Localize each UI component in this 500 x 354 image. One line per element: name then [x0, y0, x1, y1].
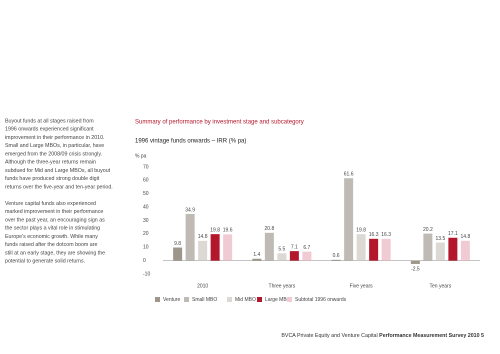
x-tick-label: Three years [269, 283, 296, 289]
bar [223, 234, 233, 261]
legend-swatch [227, 297, 232, 302]
y-tick-label: -10 [143, 271, 150, 277]
body-text: Although the three-year returns remain [5, 160, 96, 166]
body-text: subdued for Mid and Large MBOs, all buyo… [5, 168, 111, 174]
chart-subtitle: 1996 vintage funds onwards – IRR (% pa) [135, 139, 246, 145]
value-label: 9.8 [174, 241, 181, 247]
bar [369, 238, 379, 261]
value-label: 19.6 [223, 228, 233, 234]
bar [381, 238, 391, 261]
body-text: over the past year, an encouraging sign … [5, 217, 105, 223]
value-label: 34.9 [185, 207, 195, 213]
body-text: 1996 onwards experienced significant [5, 127, 94, 133]
value-label: 1.4 [253, 252, 260, 258]
value-label: 19.8 [210, 227, 220, 233]
bar [331, 259, 341, 261]
legend-swatch [287, 297, 292, 302]
body-text: improvement in their performance in 2010… [5, 135, 105, 141]
value-label: 16.3 [381, 232, 391, 238]
legend-label: Large MBO [265, 297, 291, 303]
body-text: the sector plays a vital role in stimula… [5, 226, 100, 232]
legend-label: Small MBO [192, 297, 217, 303]
y-tick-label: 20 [143, 231, 149, 237]
value-label: 61.6 [344, 172, 354, 178]
bar [252, 258, 262, 261]
footer: BVCA Private Equity and Venture Capital … [281, 333, 484, 339]
bar [356, 234, 366, 261]
value-label: 14.8 [198, 234, 208, 240]
body-text: marked improvement in their performance [5, 209, 103, 215]
x-tick-label: Five years [350, 283, 374, 289]
body-text: Buyout funds at all stages raised from [5, 118, 94, 124]
body-text: Europe's economic growth. While many [5, 234, 98, 240]
legend-swatch [155, 297, 160, 302]
legend-label: Subtotal 1996 onwards [295, 297, 347, 303]
bar [460, 240, 470, 261]
legend-swatch [184, 297, 189, 302]
body-text: funds have produced strong double digit [5, 176, 100, 182]
value-label: 20.2 [423, 227, 433, 233]
legend-label: Mid MBO [235, 297, 256, 303]
bar [264, 232, 274, 261]
x-tick-label: Ten years [430, 283, 452, 289]
bar [423, 233, 433, 261]
bar [448, 237, 458, 261]
value-label: 14.8 [461, 234, 471, 240]
y-tick-label: 70 [143, 164, 149, 170]
body-text: returns over the five-year and ten-year … [5, 184, 113, 190]
body-text: funds raised after the dotcom boom are [5, 242, 98, 248]
bar [410, 260, 420, 264]
y-tick-label: 30 [143, 218, 149, 224]
body-text: Small and Large MBOs, in particular, hav… [5, 143, 104, 149]
bar [435, 242, 445, 261]
value-label: 0.6 [333, 253, 340, 259]
chart-title: Summary of performance by investment sta… [135, 120, 304, 126]
body-text: potential to generate solid returns. [5, 259, 85, 265]
bar [277, 253, 287, 261]
y-tick-label: 50 [143, 191, 149, 197]
value-label: 20.8 [265, 226, 275, 232]
body-text: emerged from the 2008/09 crisis strongly… [5, 151, 102, 157]
value-label: 17.1 [448, 231, 458, 237]
value-label: 6.7 [303, 245, 310, 251]
value-label: 5.5 [278, 247, 285, 253]
bar [344, 178, 354, 261]
y-tick-label: 0 [143, 258, 146, 264]
bar [198, 240, 208, 261]
bar [210, 234, 220, 261]
footer-bold: Performance Measurement Survey 2010 [379, 333, 479, 339]
body-text: still at an early stage, they are showin… [5, 250, 105, 256]
y-axis-label: % pa [135, 153, 147, 159]
value-label: 16.3 [369, 232, 379, 238]
bar [302, 251, 312, 261]
value-label: 7.1 [291, 244, 298, 250]
page-number: 5 [481, 333, 484, 339]
legend-swatch [257, 297, 262, 302]
bar [289, 251, 299, 261]
y-tick-label: 10 [143, 245, 149, 251]
body-text: Venture capital funds also experienced [5, 201, 96, 207]
value-label: -2.5 [411, 266, 420, 272]
legend-label: Venture [163, 297, 180, 303]
x-tick-label: 2010 [197, 283, 208, 289]
bar [173, 247, 183, 261]
value-label: 13.5 [436, 236, 446, 242]
bar [185, 213, 195, 261]
value-label: 19.8 [356, 227, 366, 233]
footer-text: BVCA Private Equity and Venture Capital [281, 333, 377, 339]
y-tick-label: 40 [143, 204, 149, 210]
y-tick-label: 60 [143, 178, 149, 184]
